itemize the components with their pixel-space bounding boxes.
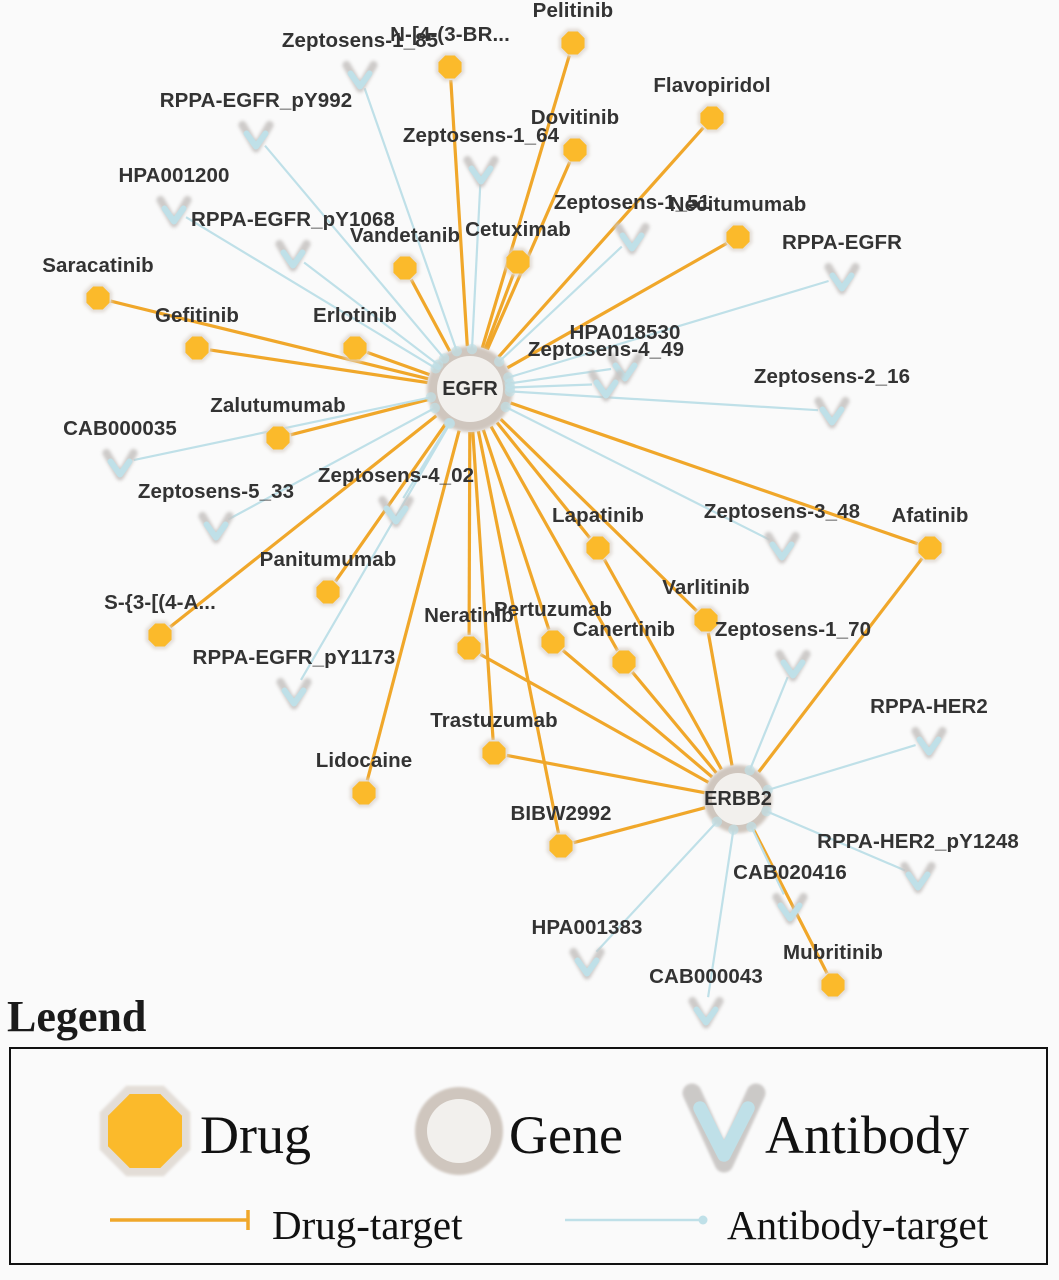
svg-text:EGFR: EGFR	[442, 378, 498, 400]
svg-text:ERBB2: ERBB2	[704, 788, 772, 810]
